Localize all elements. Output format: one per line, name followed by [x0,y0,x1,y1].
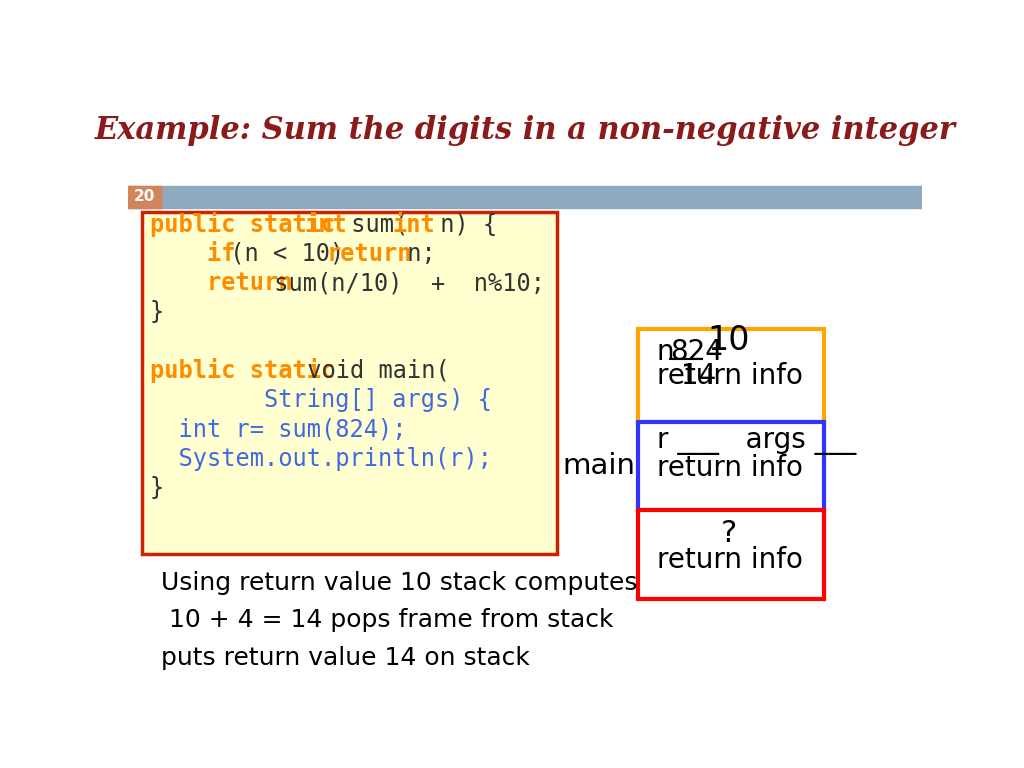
Text: 10: 10 [708,324,750,357]
Text: return: return [327,242,412,266]
Text: int: int [392,213,435,237]
Bar [128,186,161,207]
Bar [142,211,557,554]
Text: 14: 14 [681,362,717,389]
Bar [638,510,824,599]
Text: n) {: n) { [426,213,497,237]
Text: String[] args) {: String[] args) { [150,388,492,412]
Bar [638,329,824,422]
Bar [128,186,922,207]
Text: 824: 824 [671,339,723,366]
Text: void main(: void main( [293,359,450,383]
Text: return info: return info [656,362,803,389]
Text: sum(n/10)  +  n%10;: sum(n/10) + n%10; [260,271,545,295]
Text: ?: ? [721,519,736,548]
Text: n: n [656,339,674,366]
Text: n;: n; [392,242,435,266]
Text: r ___   args ___: r ___ args ___ [656,427,856,455]
Text: int r= sum(824);: int r= sum(824); [150,418,407,442]
Bar [638,422,824,510]
Text: return info: return info [656,454,803,482]
Text: main: main [563,452,636,479]
Text: int: int [304,213,347,237]
Text: Using return value 10 stack computes
 10 + 4 = 14 pops frame from stack
puts ret: Using return value 10 stack computes 10 … [161,571,637,670]
Text: return info: return info [656,546,803,574]
Text: public static: public static [150,212,349,237]
Text: Example: Sum the digits in a non-negative integer: Example: Sum the digits in a non-negativ… [94,115,955,146]
Text: return: return [150,271,292,295]
Text: System.out.println(r);: System.out.println(r); [150,447,492,471]
Text: 20: 20 [133,190,155,204]
Text: (n < 10): (n < 10) [216,242,358,266]
Text: public static: public static [150,359,335,383]
Text: if: if [150,242,236,266]
Text: }: } [150,476,164,500]
Text: }: } [150,300,164,324]
Text: sum(: sum( [338,213,409,237]
